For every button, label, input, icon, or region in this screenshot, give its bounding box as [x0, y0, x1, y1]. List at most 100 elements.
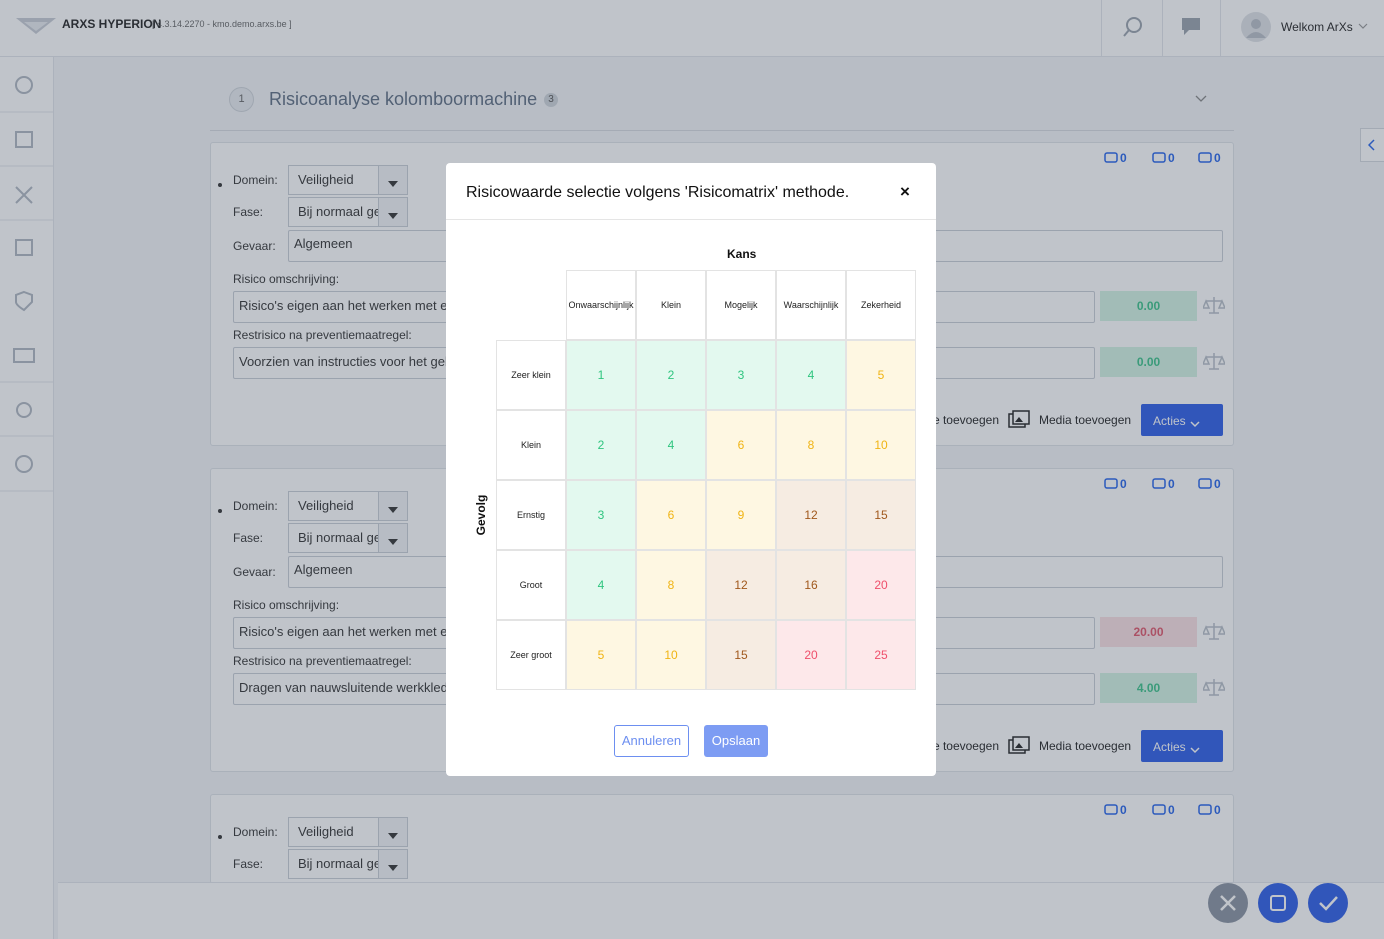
collapse-toggle[interactable] — [1195, 95, 1207, 103]
select-toggle[interactable] — [378, 197, 408, 227]
matrix-cell[interactable]: 5 — [846, 340, 916, 410]
matrix-cell[interactable]: 4 — [566, 550, 636, 620]
matrix-cell[interactable]: 20 — [776, 620, 846, 690]
field-label: Restrisico na preventiemaatregel: — [233, 328, 412, 342]
modal: Risicowaarde selectie volgens 'Risicomat… — [446, 163, 936, 776]
field-label: Gevaar: — [233, 239, 276, 253]
matrix-cell[interactable]: 20 — [846, 550, 916, 620]
top-bar — [0, 0, 1384, 57]
risk-score: 4.00 — [1100, 673, 1197, 703]
matrix-cell[interactable]: 3 — [566, 480, 636, 550]
section-title: Risicoanalyse kolomboormachine — [269, 89, 538, 109]
caret — [387, 176, 399, 191]
avatar[interactable] — [1241, 12, 1271, 42]
field-label: Fase: — [233, 531, 264, 545]
counter: 0 — [1120, 151, 1127, 165]
divider — [210, 130, 1234, 131]
matrix-cell[interactable]: 5 — [566, 620, 636, 690]
app-name: ARXS HYPERION — [62, 17, 162, 31]
row-header: Ernstig — [496, 480, 566, 550]
counter: 0 — [1168, 803, 1175, 817]
counter-icon — [1152, 477, 1166, 493]
matrix-cell[interactable]: 6 — [636, 480, 706, 550]
chevron — [1368, 139, 1375, 151]
matrix-cell[interactable]: 25 — [846, 620, 916, 690]
cancel-button[interactable]: Annuleren — [614, 725, 689, 757]
field-label: Domein: — [233, 825, 278, 839]
select-toggle[interactable] — [378, 491, 408, 521]
caret — [387, 534, 399, 549]
matrix-cell[interactable]: 10 — [846, 410, 916, 480]
counter: 0 — [1214, 803, 1221, 817]
matrix-cell[interactable]: 2 — [566, 410, 636, 480]
matrix-cell[interactable]: 1 — [566, 340, 636, 410]
search-button[interactable] — [1122, 16, 1144, 38]
matrix-cell[interactable]: 4 — [776, 340, 846, 410]
counter-icon — [1104, 477, 1118, 493]
field-label: Risico omschrijving: — [233, 272, 340, 286]
bullet — [217, 176, 223, 191]
select-toggle[interactable] — [378, 817, 408, 847]
save-button[interactable]: Opslaan — [704, 725, 768, 757]
matrix-cell[interactable]: 8 — [636, 550, 706, 620]
risk-calculator — [1201, 295, 1227, 318]
action-link[interactable]: e toevoegen — [932, 413, 999, 427]
counter-icon — [1198, 477, 1212, 493]
caret — [387, 502, 399, 517]
matrix-cell[interactable]: 12 — [706, 550, 776, 620]
divider — [1220, 0, 1221, 57]
field-label: Gevaar: — [233, 565, 276, 579]
caret — [387, 860, 399, 875]
risk-score: 20.00 — [1100, 617, 1197, 647]
chat-button[interactable] — [1181, 17, 1203, 37]
matrix-cell[interactable]: 10 — [636, 620, 706, 690]
row-header: Klein — [496, 410, 566, 480]
section-number: 1 — [229, 87, 254, 112]
counter-icon — [1152, 151, 1166, 167]
section-count: 3 — [544, 93, 558, 107]
matrix-cell[interactable]: 9 — [706, 480, 776, 550]
actions-button[interactable]: Acties — [1141, 404, 1223, 436]
counter-icon — [1198, 803, 1212, 819]
counter-icon — [1104, 803, 1118, 819]
bullet — [217, 828, 223, 843]
divider — [1101, 0, 1102, 57]
close-button[interactable]: × — [900, 182, 910, 201]
sidebar-icons — [0, 76, 54, 492]
matrix-cell[interactable]: 12 — [776, 480, 846, 550]
footer-buttons[interactable] — [1206, 881, 1350, 925]
matrix-cell[interactable]: 3 — [706, 340, 776, 410]
action-link[interactable]: Media toevoegen — [1039, 739, 1132, 753]
counter-icon — [1152, 803, 1166, 819]
matrix-cell[interactable]: 15 — [846, 480, 916, 550]
matrix-cell[interactable]: 4 — [636, 410, 706, 480]
row-header: Zeer klein — [496, 340, 566, 410]
counter: 0 — [1168, 151, 1175, 165]
matrix-cell[interactable]: 16 — [776, 550, 846, 620]
matrix-cell[interactable]: 6 — [706, 410, 776, 480]
media-icon — [1008, 410, 1030, 433]
select-toggle[interactable] — [378, 849, 408, 879]
row-axis-label: Gevolg — [474, 494, 488, 536]
select[interactable]: Bij normaal ge — [288, 197, 380, 227]
matrix-cell[interactable]: 8 — [776, 410, 846, 480]
select-toggle[interactable] — [378, 523, 408, 553]
column-axis-label: Kans — [727, 247, 757, 261]
logo — [16, 18, 56, 34]
risk-calculator — [1201, 621, 1227, 644]
action-link[interactable]: Media toevoegen — [1039, 413, 1132, 427]
field-label: Risico omschrijving: — [233, 598, 340, 612]
action-link[interactable]: e toevoegen — [932, 739, 999, 753]
row-header: Groot — [496, 550, 566, 620]
select[interactable]: Bij normaal ge — [288, 849, 380, 879]
column-header: Zekerheid — [846, 270, 916, 340]
side-panel-toggle[interactable] — [1360, 128, 1384, 162]
counter: 0 — [1168, 477, 1175, 491]
divider — [446, 219, 936, 220]
user-menu[interactable]: Welkom ArXs — [1281, 20, 1353, 34]
select-toggle[interactable] — [378, 165, 408, 195]
actions-button[interactable]: Acties — [1141, 730, 1223, 762]
matrix-cell[interactable]: 2 — [636, 340, 706, 410]
matrix-cell[interactable]: 15 — [706, 620, 776, 690]
